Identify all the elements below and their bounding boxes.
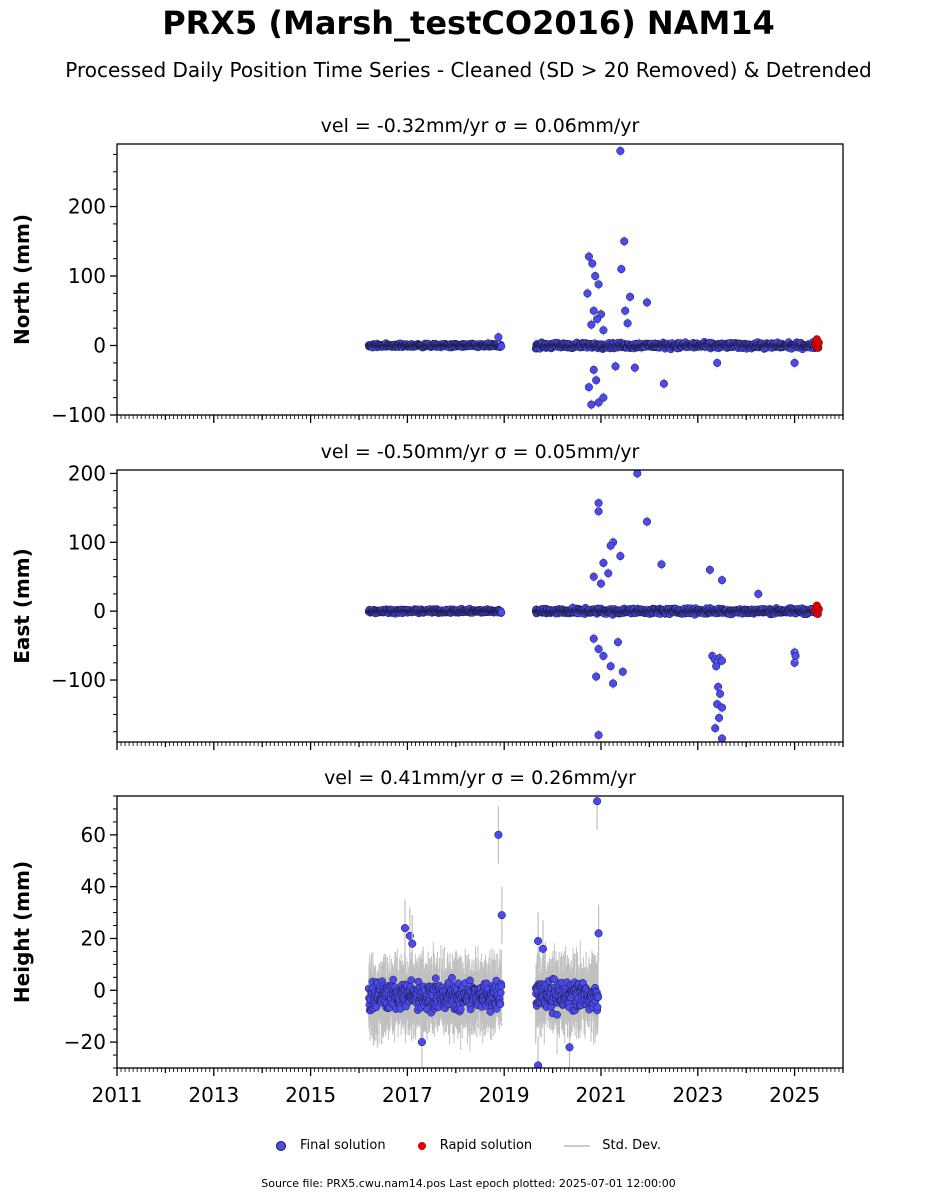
y-tick-label: 200	[68, 195, 106, 219]
chart-canvas: vel = -0.32mm/yr σ = 0.06mm/yr North (mm)…	[10, 115, 844, 1107]
outlier-point	[659, 379, 668, 388]
outlier-point	[494, 333, 503, 342]
outlier-point	[588, 259, 597, 268]
outlier-point	[587, 320, 596, 329]
plot-area-north	[364, 145, 823, 411]
outlier-point	[623, 319, 632, 328]
outlier-point	[594, 280, 603, 289]
axes-frame	[116, 143, 844, 416]
data-point	[497, 608, 506, 617]
outlier-point	[589, 306, 598, 315]
outlier-point	[594, 398, 603, 407]
data-point	[497, 342, 506, 351]
outlier-point	[620, 237, 629, 246]
outlier-point	[599, 393, 608, 402]
outlier-point	[625, 292, 635, 301]
outlier-point	[592, 376, 601, 385]
rapid-point	[812, 335, 821, 344]
outlier-point	[611, 362, 620, 371]
outlier-point	[584, 252, 593, 261]
outlier-point	[593, 315, 602, 324]
y-axis-label: North (mm)	[10, 214, 34, 345]
y-tick-label: −100	[51, 403, 106, 427]
outlier-point	[591, 271, 600, 281]
outlier-point	[617, 265, 626, 274]
panel-north: vel = -0.32mm/yr σ = 0.06mm/yr North (mm)…	[10, 115, 844, 427]
outlier-point	[616, 146, 625, 155]
y-tick-label: 0	[93, 334, 106, 358]
outlier-point	[630, 363, 639, 372]
outlier-point	[583, 289, 592, 298]
outlier-point	[589, 365, 598, 374]
outlier-point	[621, 306, 630, 315]
outlier-point	[790, 358, 799, 367]
outlier-point	[587, 400, 596, 409]
plot-area-east	[364, 470, 823, 742]
outlier-point	[642, 298, 652, 307]
panel-title: vel = -0.32mm/yr σ = 0.06mm/yr	[321, 115, 640, 137]
chart-title: PRX5 (Marsh_testCO2016) NAM14	[162, 4, 775, 42]
y-tick-label: 100	[68, 264, 106, 288]
chart-subtitle: Processed Daily Position Time Series - C…	[65, 58, 872, 82]
outlier-point	[584, 383, 593, 392]
outlier-point	[599, 326, 608, 335]
outlier-point	[713, 358, 722, 367]
